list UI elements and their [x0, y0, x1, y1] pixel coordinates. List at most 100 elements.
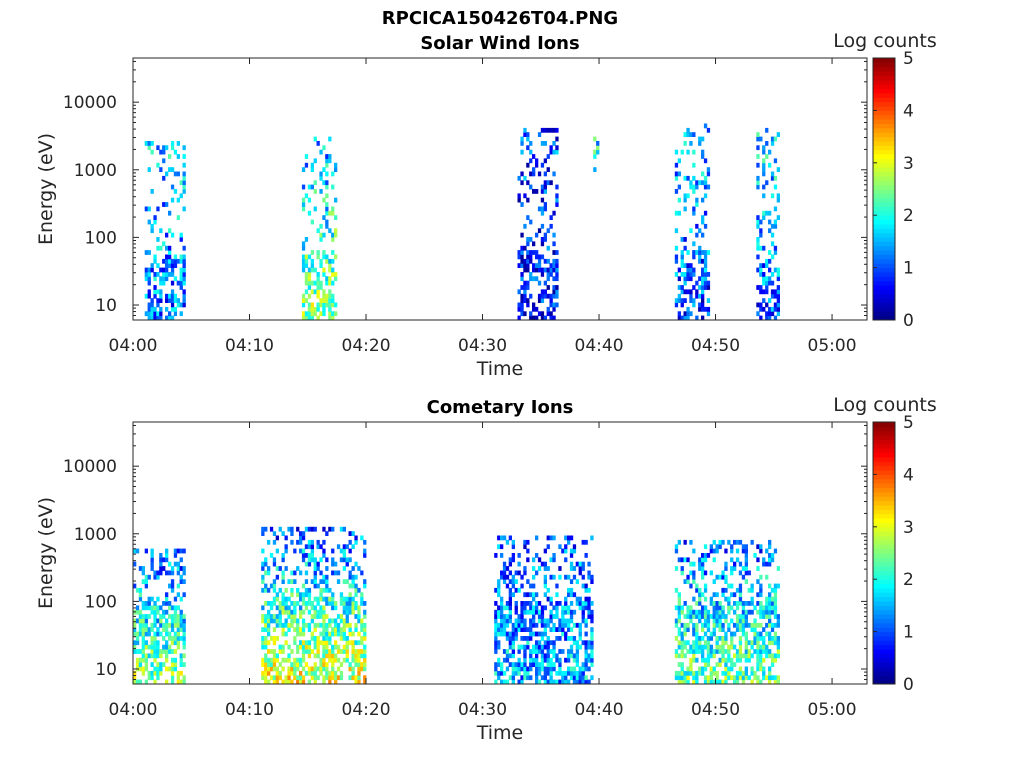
cometary-cell: [494, 679, 498, 685]
cometary-cell: [709, 596, 713, 602]
cometary-cell: [526, 666, 530, 672]
solar-wind-cell: [307, 306, 312, 312]
cometary-cell: [494, 614, 498, 619]
cometary-cell: [339, 636, 344, 641]
solar-wind-cell: [328, 293, 332, 299]
solar-wind-cell: [331, 315, 335, 321]
cometary-cell: [558, 627, 562, 632]
cometary-cell: [773, 631, 778, 637]
cometary-cell: [304, 544, 309, 550]
solar-wind-cell: [147, 141, 151, 146]
cometary-cell: [150, 636, 154, 641]
cometary-cell: [721, 670, 725, 676]
cometary-colorbar-step: [873, 631, 895, 637]
solar-wind-cell: [770, 141, 775, 146]
cometary-cell: [511, 644, 515, 650]
cometary-cell: [674, 618, 679, 624]
cometary-cell: [759, 544, 763, 550]
cometary-cell: [692, 670, 696, 676]
cometary-cell: [523, 666, 527, 672]
solar-wind-cell: [319, 311, 323, 317]
cometary-cell: [718, 539, 722, 545]
cometary-cell: [526, 636, 530, 641]
cometary-cell: [549, 666, 553, 672]
solar-wind-x-tick-label: 04:30: [458, 336, 507, 356]
cometary-cell: [331, 649, 335, 654]
cometary-cell: [313, 579, 317, 584]
cometary-cell: [686, 609, 690, 615]
solar-wind-cell: [674, 210, 679, 216]
cometary-cell: [299, 539, 303, 545]
solar-wind-cell: [762, 210, 766, 216]
cometary-cell: [695, 614, 699, 619]
cometary-cell: [756, 640, 760, 646]
cometary-cell: [363, 583, 367, 589]
cometary-cell: [741, 675, 746, 681]
cometary-cell: [721, 587, 725, 593]
cometary-cell: [281, 531, 285, 536]
cometary-cell: [572, 574, 577, 580]
cometary-cell: [153, 622, 157, 628]
solar-wind-cell: [153, 289, 157, 295]
cometary-cell: [572, 592, 577, 598]
solar-wind-cell: [540, 223, 545, 229]
cometary-cell: [284, 566, 288, 571]
cometary-cell: [759, 592, 763, 598]
cometary-cell: [494, 553, 498, 558]
cometary-cell: [147, 627, 151, 632]
cometary-cell: [511, 553, 515, 558]
cometary-cell: [173, 662, 178, 667]
cometary-cell: [721, 570, 725, 576]
cometary-cell: [683, 653, 687, 659]
cometary-cell: [773, 679, 778, 685]
solar-wind-cell: [540, 184, 545, 190]
cometary-cell: [546, 649, 550, 654]
cometary-cell: [535, 649, 539, 654]
cometary-cell: [310, 666, 314, 672]
cometary-cell: [322, 548, 326, 554]
cometary-cell: [494, 627, 498, 632]
cometary-cell: [351, 601, 355, 606]
solar-wind-cell: [701, 215, 705, 220]
cometary-cell: [168, 649, 172, 654]
cometary-cell: [267, 631, 271, 637]
solar-wind-cell: [692, 206, 696, 212]
cometary-cell: [683, 627, 687, 632]
cometary-cell: [546, 535, 550, 541]
cometary-cell: [159, 653, 163, 659]
cometary-cell: [575, 640, 579, 646]
cometary-cell: [701, 553, 705, 558]
cometary-cell: [549, 601, 553, 606]
solar-wind-cell: [756, 162, 760, 168]
cometary-cell: [721, 574, 725, 580]
cometary-cell: [741, 679, 746, 685]
cometary-cell: [587, 640, 591, 646]
cometary-cell: [360, 627, 364, 632]
cometary-cell: [360, 653, 364, 659]
solar-wind-cell: [689, 263, 693, 268]
cometary-cell: [281, 579, 285, 584]
cometary-cell: [765, 631, 769, 637]
cometary-cell: [765, 622, 769, 628]
cometary-cell: [741, 574, 746, 580]
solar-wind-cell: [698, 258, 702, 264]
solar-wind-cell: [526, 302, 530, 308]
cometary-cell: [730, 662, 734, 667]
cometary-cell: [150, 649, 154, 654]
solar-wind-cell: [526, 162, 530, 168]
cometary-cell: [709, 614, 713, 619]
cometary-cell: [313, 670, 317, 676]
solar-wind-cell: [593, 154, 597, 159]
cometary-cell: [363, 553, 367, 558]
cometary-cell: [357, 614, 361, 619]
solar-wind-cell: [153, 315, 157, 321]
solar-wind-cell: [159, 167, 163, 172]
cometary-cell: [322, 614, 326, 619]
cometary-cell: [572, 566, 577, 571]
cometary-cell: [264, 561, 268, 567]
cometary-cell: [138, 627, 143, 632]
cometary-cell: [363, 579, 367, 584]
cometary-cell: [360, 662, 364, 667]
cometary-cell: [590, 579, 594, 584]
cometary-cell: [692, 614, 696, 619]
